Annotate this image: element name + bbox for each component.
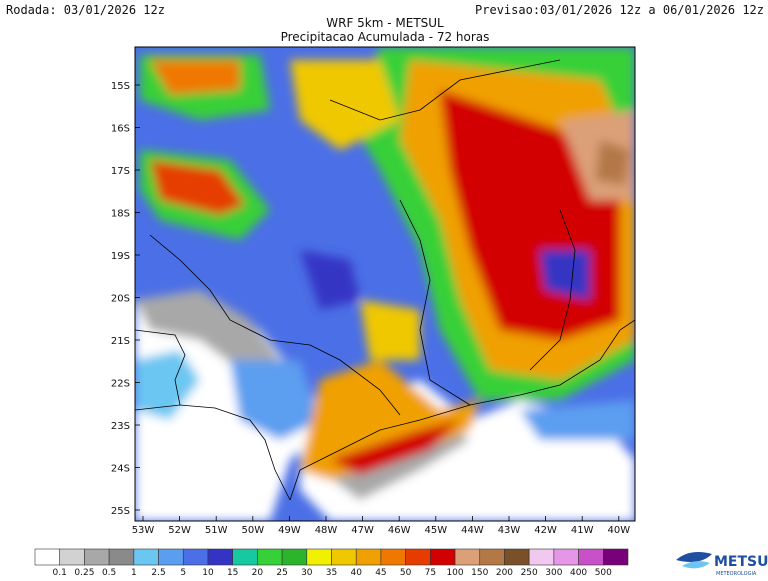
- lat-label: 15S: [111, 81, 130, 92]
- legend-swatch: [331, 548, 357, 566]
- legend-swatch: [405, 548, 431, 566]
- lon-label: 40W: [607, 525, 630, 536]
- legend-label: 200: [496, 568, 513, 577]
- lon-label: 46W: [388, 525, 411, 536]
- legend-swatch: [578, 548, 604, 566]
- lat-label: 18S: [111, 209, 130, 220]
- lat-label: 17S: [111, 166, 130, 177]
- lon-label: 43W: [498, 525, 521, 536]
- lon-label: 45W: [424, 525, 447, 536]
- legend-label: 2.5: [151, 568, 165, 577]
- legend-swatch: [281, 548, 308, 566]
- lon-label: 47W: [351, 525, 374, 536]
- legend-swatch: [257, 548, 283, 566]
- color-legend: 0.1 0.25 0.5 1 2.5 5 10 15 20 25 30 35 40 45 50 75 100 15…: [34, 548, 629, 578]
- logo: METSUL METEOROLOGIA: [676, 552, 768, 577]
- logo-name: METSUL: [714, 554, 768, 570]
- legend-swatch: [34, 548, 61, 566]
- map-subtitle: Precipitacao Acumulada - 72 horas: [281, 30, 490, 44]
- legend-label: 75: [425, 568, 436, 577]
- legend-label: 30: [301, 568, 313, 577]
- legend-swatch: [207, 548, 233, 566]
- legend-swatch: [108, 548, 135, 566]
- legend-label: 0.25: [74, 568, 94, 577]
- lat-label: 19S: [111, 251, 130, 262]
- legend-label: 150: [471, 568, 488, 577]
- lon-label: 50W: [241, 525, 264, 536]
- legend-label: 400: [570, 568, 587, 577]
- legend-swatch: [528, 548, 555, 566]
- legend-label: 0.1: [53, 568, 67, 577]
- legend-label: 5: [180, 568, 186, 577]
- lat-label: 25S: [111, 506, 130, 517]
- legend-label: 45: [375, 568, 386, 577]
- legend-swatch: [479, 548, 505, 566]
- lat-label: 24S: [111, 464, 130, 475]
- lon-label: 52W: [168, 525, 191, 536]
- logo-icon: [682, 561, 710, 569]
- legend-label: 500: [595, 568, 612, 577]
- lat-label: 16S: [111, 124, 130, 135]
- logo-tagline: METEOROLOGIA: [716, 571, 757, 577]
- lon-label: 48W: [315, 525, 338, 536]
- map-title: WRF 5km - METSUL: [326, 16, 444, 30]
- legend-swatch: [133, 548, 159, 566]
- legend-swatch: [504, 548, 530, 566]
- lat-label: 22S: [111, 379, 130, 390]
- lon-label: 44W: [461, 525, 484, 536]
- lat-label: 23S: [111, 421, 130, 432]
- lon-label: 42W: [534, 525, 557, 536]
- legend-swatch: [158, 548, 184, 566]
- lat-label: 20S: [111, 294, 130, 305]
- legend-label: 10: [202, 568, 214, 577]
- legend-label: 0.5: [102, 568, 116, 577]
- legend-label: 35: [326, 568, 337, 577]
- legend-swatch: [355, 548, 382, 566]
- run-time: Rodada: 03/01/2026 12z: [6, 3, 165, 17]
- forecast-range: Previsao:03/01/2026 12z a 06/01/2026 12z: [475, 3, 764, 17]
- legend-label: 15: [227, 568, 238, 577]
- legend-label: 1: [131, 568, 137, 577]
- legend-label: 300: [545, 568, 562, 577]
- legend-label: 40: [350, 568, 362, 577]
- precip-field: [135, 47, 635, 521]
- lat-label: 21S: [111, 336, 130, 347]
- legend-label: 250: [521, 568, 538, 577]
- lon-label: 41W: [571, 525, 594, 536]
- legend-swatch: [454, 548, 481, 566]
- legend-swatch: [602, 548, 629, 566]
- lon-label: 53W: [132, 525, 155, 536]
- legend-label: 25: [276, 568, 287, 577]
- legend-swatch: [182, 548, 209, 566]
- legend-swatch: [430, 548, 456, 566]
- legend-label: 20: [252, 568, 264, 577]
- legend-swatch: [306, 548, 332, 566]
- lon-label: 49W: [278, 525, 301, 536]
- borders: [135, 59, 635, 501]
- map-frame: [134, 46, 636, 522]
- legend-swatch: [232, 548, 258, 566]
- legend-swatch: [380, 548, 406, 566]
- legend-swatch: [553, 548, 579, 566]
- legend-label: 100: [446, 568, 463, 577]
- legend-swatch: [84, 548, 110, 566]
- legend-swatch: [59, 548, 85, 566]
- legend-label: 50: [400, 568, 412, 577]
- logo-icon: [676, 552, 712, 562]
- lon-label: 51W: [205, 525, 228, 536]
